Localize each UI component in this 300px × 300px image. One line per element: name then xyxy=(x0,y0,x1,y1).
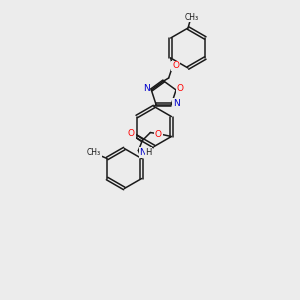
Text: O: O xyxy=(172,61,179,70)
Text: H: H xyxy=(146,148,152,157)
Text: CH₃: CH₃ xyxy=(185,13,199,22)
Text: N: N xyxy=(173,99,180,108)
Text: N: N xyxy=(140,148,146,157)
Text: O: O xyxy=(128,129,135,138)
Text: O: O xyxy=(176,85,184,94)
Text: N: N xyxy=(143,85,150,94)
Text: CH₃: CH₃ xyxy=(87,148,101,157)
Text: O: O xyxy=(155,130,162,139)
